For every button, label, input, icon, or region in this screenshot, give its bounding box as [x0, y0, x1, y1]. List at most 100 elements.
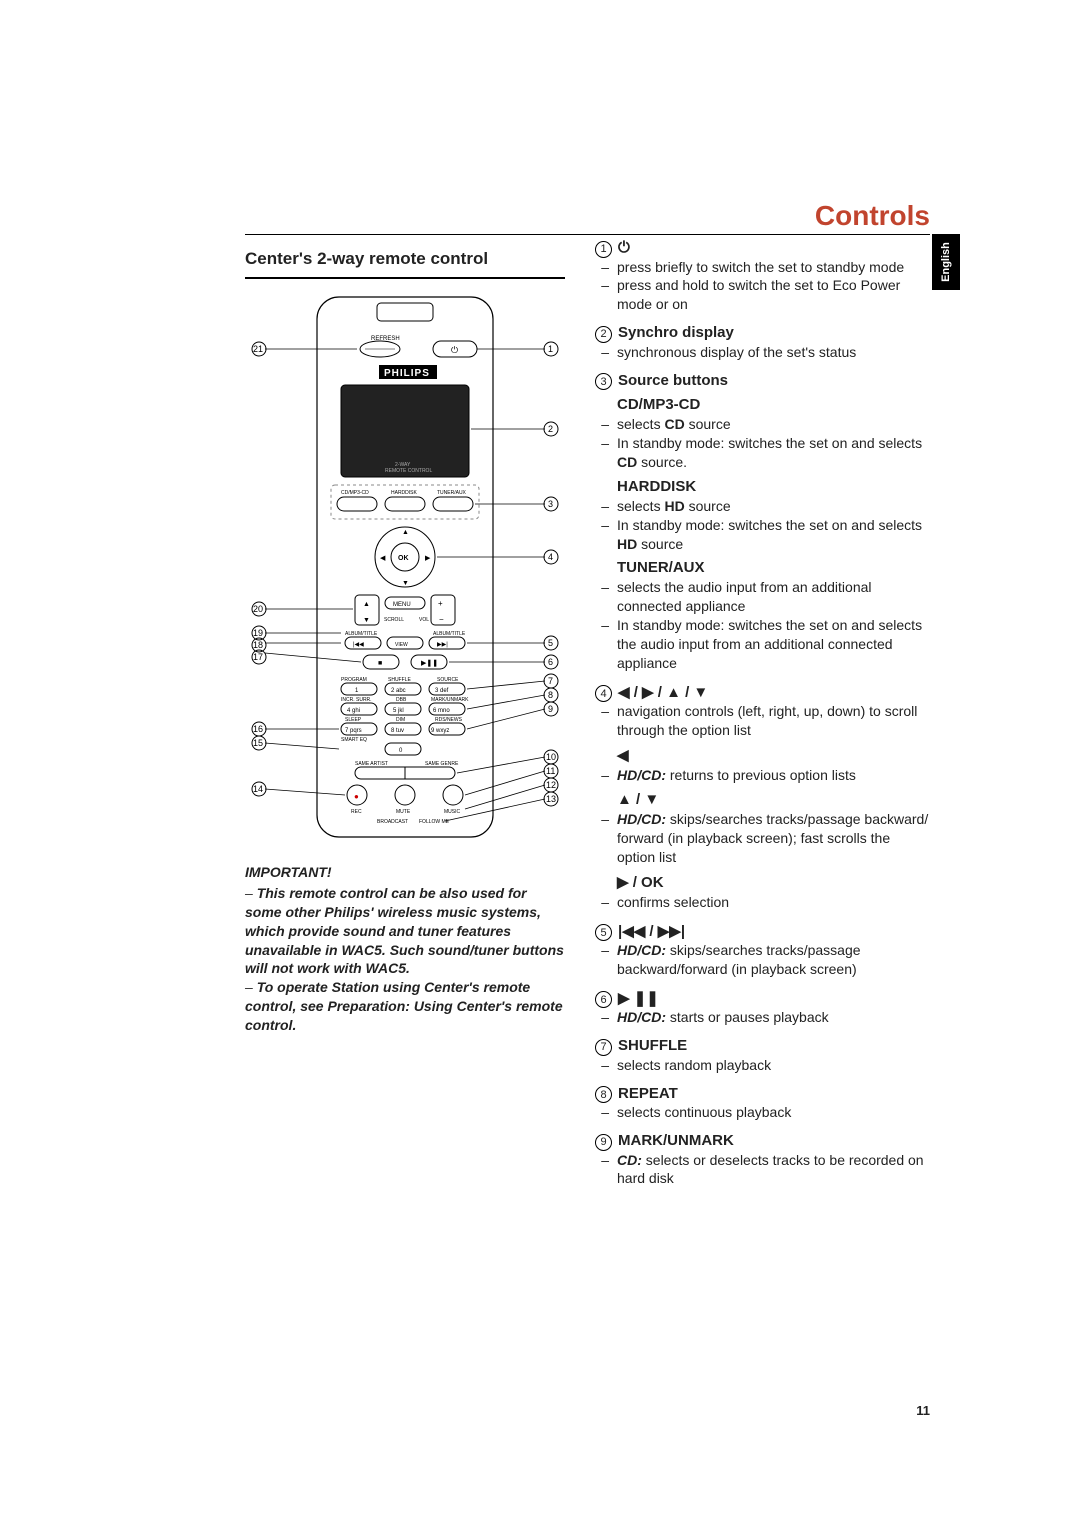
svg-text:8: 8 — [548, 690, 553, 700]
control-label: MARK/UNMARK — [618, 1132, 734, 1149]
control-label: SHUFFLE — [618, 1037, 687, 1054]
control-item: 9 MARK/UNMARK –CD: selects or deselects tr… — [595, 1132, 930, 1188]
svg-text:6 mno: 6 mno — [433, 708, 450, 714]
control-subtitle-symbol: ◀ — [617, 746, 930, 764]
section-heading-row: Center's 2-way remote control — [245, 249, 565, 279]
description-line: –navigation controls (left, right, up, d… — [595, 702, 930, 740]
control-item-head: 6 ▶ ❚❚ — [595, 989, 930, 1009]
description-line: –confirms selection — [595, 893, 930, 912]
control-item: 8REPEAT–selects continuous playback — [595, 1085, 930, 1122]
control-item: 6 ▶ ❚❚–HD/CD: starts or pauses playback — [595, 989, 930, 1027]
control-symbol: ◀ / ▶ / ▲ / ▼ — [618, 683, 708, 701]
svg-text:6: 6 — [548, 657, 553, 667]
callout-number: 1 — [595, 241, 612, 258]
svg-text:INCR. SURR.: INCR. SURR. — [341, 697, 372, 703]
svg-text:9: 9 — [548, 704, 553, 714]
svg-text:▶▶|: ▶▶| — [437, 642, 448, 648]
callout-number: 5 — [595, 924, 612, 941]
page-number: 11 — [916, 1403, 930, 1418]
svg-text:3 def: 3 def — [435, 688, 449, 694]
svg-text:1: 1 — [548, 344, 553, 354]
callout-number: 6 — [595, 991, 612, 1008]
important-title: IMPORTANT! — [245, 863, 565, 882]
svg-text:SLEEP: SLEEP — [345, 717, 362, 723]
svg-text:BROADCAST: BROADCAST — [377, 819, 408, 825]
svg-text:7: 7 — [548, 676, 553, 686]
svg-text:1: 1 — [355, 688, 359, 694]
description-line: –CD: selects or deselects tracks to be r… — [595, 1151, 930, 1189]
section-heading: Center's 2-way remote control — [245, 249, 565, 269]
svg-text:◀: ◀ — [380, 555, 386, 562]
svg-text:19: 19 — [253, 628, 263, 638]
svg-text:21: 21 — [253, 344, 263, 354]
callout-number: 9 — [595, 1134, 612, 1151]
svg-text:12: 12 — [546, 780, 556, 790]
control-symbol: |◀◀ / ▶▶| — [618, 922, 685, 940]
svg-text:DIM: DIM — [396, 717, 405, 723]
title-rule: Controls — [245, 200, 930, 235]
svg-text:9 wxyz: 9 wxyz — [431, 728, 449, 734]
description-line: –HD/CD: returns to previous option lists — [595, 766, 930, 785]
language-tab: English — [932, 234, 960, 290]
control-item: 1⏻–press briefly to switch the set to st… — [595, 239, 930, 314]
description-line: –In standby mode: switches the set on an… — [595, 516, 930, 554]
svg-text:FOLLOW ME: FOLLOW ME — [419, 819, 450, 825]
svg-text:SAME GENRE: SAME GENRE — [425, 761, 459, 767]
svg-text:2 abc: 2 abc — [391, 688, 406, 694]
svg-text:13: 13 — [546, 794, 556, 804]
svg-text:ALBUM/TITLE: ALBUM/TITLE — [433, 631, 466, 637]
svg-text:▲: ▲ — [402, 529, 409, 536]
svg-text:TUNER/AUX: TUNER/AUX — [437, 490, 467, 496]
svg-text:▼: ▼ — [363, 617, 370, 624]
important-p2: – To operate Station using Center's remo… — [245, 978, 565, 1035]
description-line: –HD/CD: starts or pauses playback — [595, 1008, 930, 1027]
svg-text:4 ghi: 4 ghi — [347, 708, 360, 714]
svg-text:CD/MP3-CD: CD/MP3-CD — [341, 490, 369, 496]
svg-text:SAME ARTIST: SAME ARTIST — [355, 761, 388, 767]
control-item-head: 1⏻ — [595, 239, 930, 258]
description-line: –press briefly to switch the set to stan… — [595, 258, 930, 277]
control-item-head: 4 ◀ / ▶ / ▲ / ▼ — [595, 683, 930, 703]
svg-text:ALBUM/TITLE: ALBUM/TITLE — [345, 631, 378, 637]
svg-text:REC: REC — [351, 809, 362, 815]
control-item: 3 Source buttons CD/MP3-CD –selects CD sour… — [595, 372, 930, 673]
svg-text:17: 17 — [253, 652, 263, 662]
svg-text:MUTE: MUTE — [396, 809, 411, 815]
control-subtitle: CD/MP3-CD — [617, 396, 930, 413]
control-item-head: 7 SHUFFLE — [595, 1037, 930, 1056]
page-title: Controls — [815, 200, 930, 231]
brand-label: PHILIPS — [384, 368, 430, 379]
control-item: 7 SHUFFLE –selects random playback — [595, 1037, 930, 1074]
description-line: –selects CD source — [595, 415, 930, 434]
callout-number: 8 — [595, 1086, 612, 1103]
svg-text:PROGRAM: PROGRAM — [341, 677, 367, 683]
svg-text:18: 18 — [253, 640, 263, 650]
description-line: –HD/CD: skips/searches tracks/passage ba… — [595, 941, 930, 979]
svg-text:▶❚❚: ▶❚❚ — [421, 659, 438, 667]
svg-text:20: 20 — [253, 604, 263, 614]
control-item: 4 ◀ / ▶ / ▲ / ▼–navigation controls (left… — [595, 683, 930, 912]
description-line: –selects random playback — [595, 1056, 930, 1075]
svg-text:OK: OK — [398, 555, 409, 562]
callout-number: 7 — [595, 1039, 612, 1056]
svg-text:7 pqrs: 7 pqrs — [345, 728, 362, 734]
callout-number: 2 — [595, 326, 612, 343]
control-item: 5 |◀◀ / ▶▶|–HD/CD: skips/searches tracks/… — [595, 922, 930, 979]
control-label: REPEAT — [618, 1085, 678, 1102]
svg-text:−: − — [439, 615, 444, 624]
description-line: –synchronous display of the set's status — [595, 343, 930, 362]
important-p1: – This remote control can be also used f… — [245, 884, 565, 978]
control-item-head: 2 Synchro display — [595, 324, 930, 343]
control-symbol: ▶ ❚❚ — [618, 989, 659, 1007]
control-item: 2 Synchro display –synchronous display of … — [595, 324, 930, 361]
control-label: Synchro display — [618, 324, 734, 341]
svg-text:4: 4 — [548, 552, 553, 562]
power-icon: ⏻ — [451, 345, 458, 355]
control-label: Source buttons — [618, 372, 728, 389]
callout-number: 4 — [595, 685, 612, 702]
svg-text:3: 3 — [548, 499, 553, 509]
callout-number: 3 — [595, 373, 612, 390]
svg-text:2: 2 — [548, 424, 553, 434]
control-symbol: ⏻ — [618, 239, 630, 256]
description-line: –press and hold to switch the set to Eco… — [595, 276, 930, 314]
